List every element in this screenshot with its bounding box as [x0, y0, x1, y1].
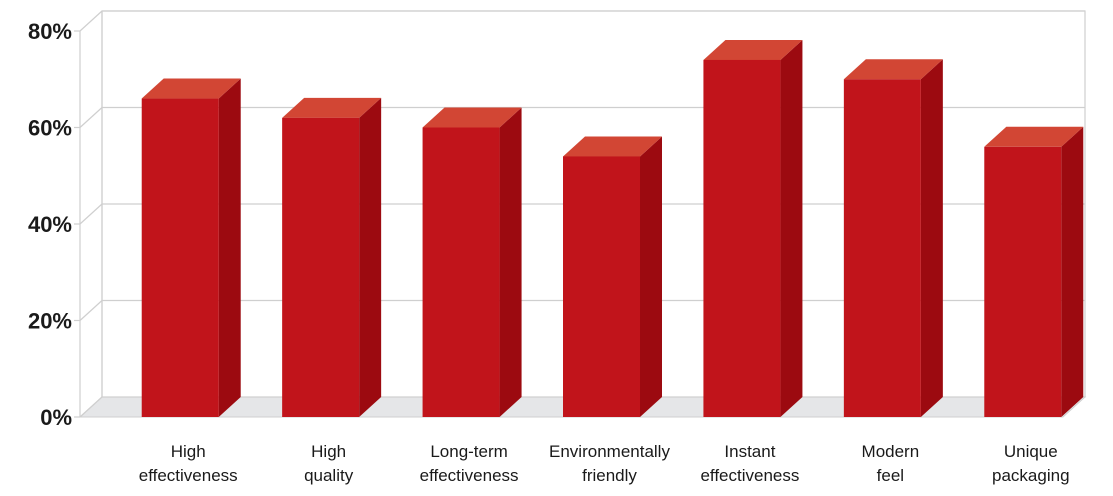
bar-front	[422, 127, 500, 417]
x-tick-label: effectiveness	[700, 466, 799, 485]
x-tick-label: quality	[304, 466, 354, 485]
x-tick-label: friendly	[582, 466, 637, 485]
x-tick-label: Instant	[724, 442, 775, 461]
x-tick-label: High	[311, 442, 346, 461]
x-tick-label: Environmentally	[549, 442, 670, 461]
bar-top	[282, 97, 382, 118]
bar-top	[422, 107, 522, 128]
bar	[282, 97, 382, 417]
bar	[422, 107, 522, 417]
bar	[563, 136, 662, 417]
y-tick-label: 20%	[28, 309, 72, 334]
bar	[141, 78, 241, 418]
bar-top	[563, 136, 662, 157]
y-tick-label: 0%	[40, 405, 72, 430]
bar	[703, 39, 803, 417]
gridline-side	[79, 107, 103, 128]
x-tick-label: Unique	[1004, 442, 1058, 461]
x-tick-label: feel	[877, 466, 904, 485]
bar-top	[141, 78, 241, 99]
bar-side	[218, 78, 241, 418]
bar-top	[703, 39, 803, 60]
bar-side	[780, 39, 803, 417]
bar-top	[984, 126, 1084, 147]
x-tick-label: High	[171, 442, 206, 461]
axis-layer: 0% 20% 40% 60% 80% High effectiveness High quali…	[28, 19, 1070, 485]
y-tick-label: 60%	[28, 116, 72, 141]
bar	[843, 59, 943, 417]
bar	[984, 126, 1084, 418]
bar-front	[141, 98, 219, 418]
x-tick-label: Long-term	[430, 442, 507, 461]
x-tick-label: packaging	[992, 466, 1070, 485]
bar-front	[984, 146, 1062, 418]
x-tick-label: Modern	[862, 442, 920, 461]
bar-side	[499, 107, 522, 417]
x-tick-label: effectiveness	[139, 466, 238, 485]
y-tick-label: 40%	[28, 212, 72, 237]
bar-side	[1061, 126, 1084, 418]
y-tick-label: 80%	[28, 19, 72, 44]
bar-side	[920, 59, 943, 417]
bar-front	[282, 117, 360, 417]
bar-front	[563, 156, 640, 417]
bar-front	[703, 59, 781, 417]
bar-side	[359, 97, 382, 417]
gridline-side	[79, 203, 103, 225]
bar-top	[843, 59, 943, 80]
chart-side-edge-bottom	[79, 396, 103, 418]
gridline-side	[79, 300, 103, 321]
x-tick-label: effectiveness	[420, 466, 519, 485]
bar-front	[843, 79, 921, 417]
gridline-side	[79, 10, 103, 32]
bar-layer	[141, 39, 1084, 418]
bar-side	[640, 136, 662, 417]
